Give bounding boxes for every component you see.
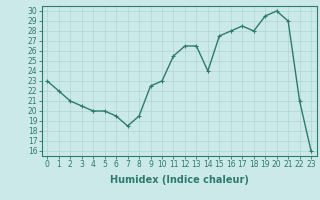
X-axis label: Humidex (Indice chaleur): Humidex (Indice chaleur) (110, 175, 249, 185)
